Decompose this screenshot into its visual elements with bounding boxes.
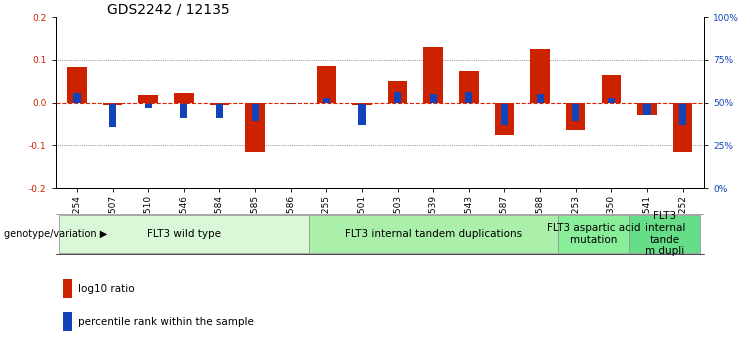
Bar <box>109 103 116 127</box>
Bar <box>501 103 508 125</box>
Bar <box>180 103 187 118</box>
Text: FLT3
internal
tande
m dupli: FLT3 internal tande m dupli <box>645 211 685 256</box>
Bar <box>216 103 223 118</box>
Bar <box>316 66 336 103</box>
Bar <box>602 75 621 103</box>
Bar <box>430 94 436 103</box>
Bar <box>174 93 193 103</box>
Bar <box>558 215 629 253</box>
Bar <box>394 92 401 103</box>
Bar <box>67 67 87 103</box>
Bar <box>144 103 152 108</box>
Bar <box>673 103 692 152</box>
Bar <box>536 94 544 103</box>
Bar <box>245 103 265 152</box>
Text: percentile rank within the sample: percentile rank within the sample <box>78 317 253 327</box>
Bar <box>73 93 81 103</box>
Bar <box>679 103 686 125</box>
Text: genotype/variation ▶: genotype/variation ▶ <box>4 229 107 239</box>
Bar <box>495 103 514 135</box>
Bar <box>388 81 408 103</box>
Bar <box>352 103 372 105</box>
Bar <box>637 103 657 115</box>
Bar <box>459 71 479 103</box>
Bar <box>629 215 700 253</box>
Bar <box>423 47 443 103</box>
Bar <box>465 92 472 103</box>
Text: FLT3 internal tandem duplications: FLT3 internal tandem duplications <box>345 229 522 239</box>
Bar <box>531 49 550 103</box>
Bar <box>608 98 615 103</box>
Bar <box>251 103 259 121</box>
Bar <box>103 103 122 105</box>
Bar <box>359 103 365 125</box>
Bar <box>139 95 158 103</box>
Bar <box>308 215 558 253</box>
Text: FLT3 wild type: FLT3 wild type <box>147 229 221 239</box>
Text: FLT3 aspartic acid
mutation: FLT3 aspartic acid mutation <box>547 223 640 245</box>
Bar <box>566 103 585 130</box>
Bar <box>210 103 229 105</box>
Bar <box>59 215 308 253</box>
Bar <box>643 103 651 115</box>
Bar <box>572 103 579 121</box>
Bar <box>323 98 330 103</box>
Text: log10 ratio: log10 ratio <box>78 284 134 294</box>
Bar <box>287 103 294 104</box>
Text: GDS2242 / 12135: GDS2242 / 12135 <box>107 2 230 16</box>
